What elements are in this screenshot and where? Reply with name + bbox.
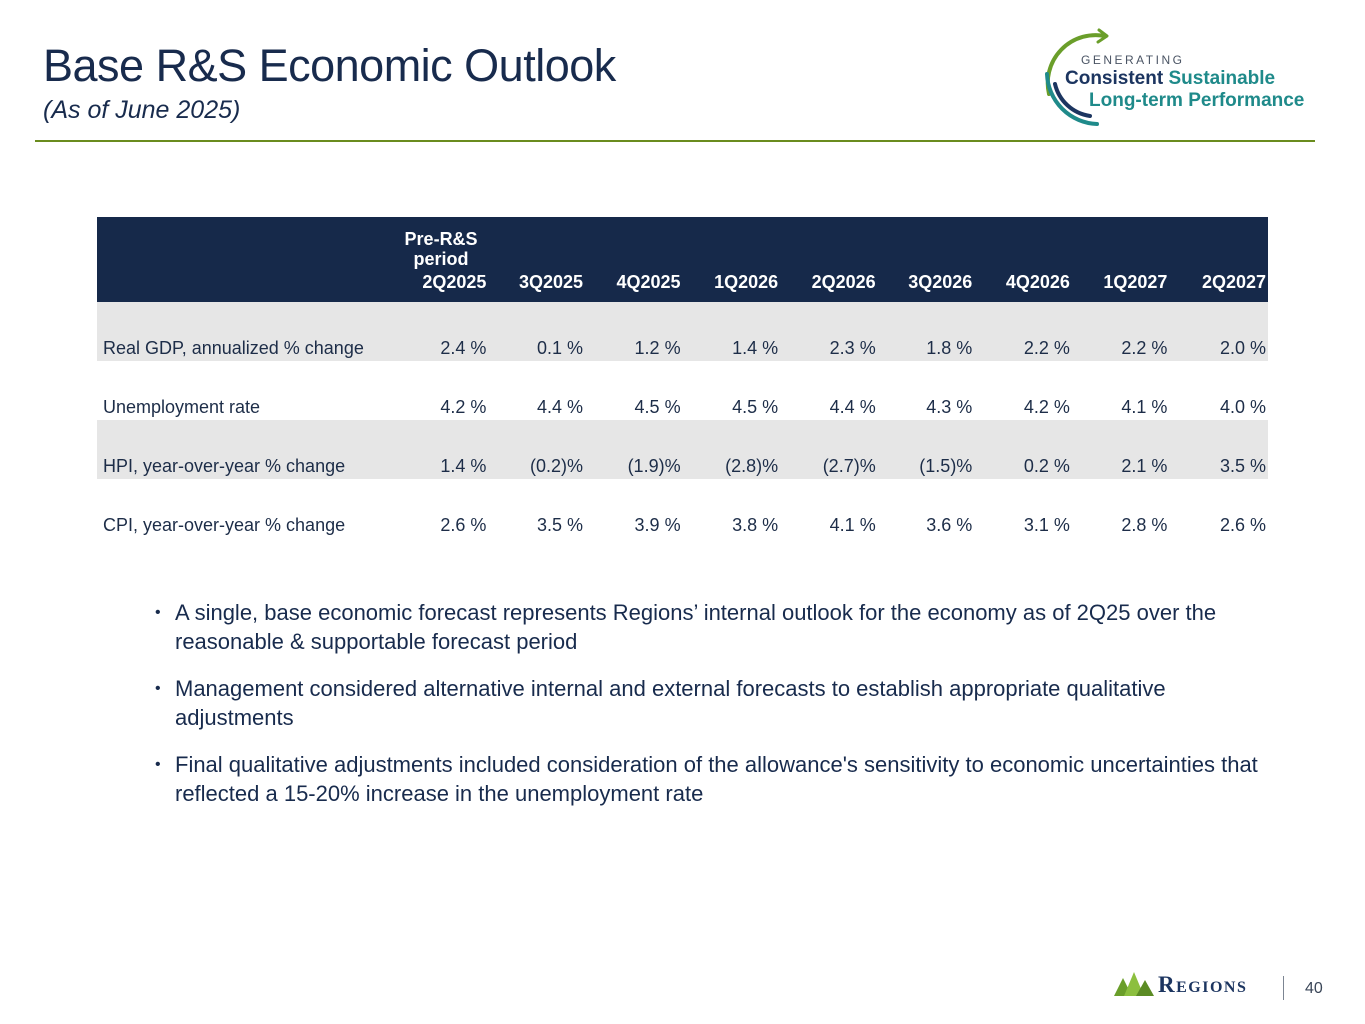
- table-cell: 4.3 %: [926, 397, 973, 417]
- row-label: CPI, year-over-year % change: [103, 515, 346, 535]
- regions-wordmark: Regions: [1158, 972, 1248, 997]
- table-header-row-periods: 2Q2025 3Q2025 4Q2025 1Q2026 2Q2026 3Q202…: [97, 269, 1268, 302]
- regions-logo: Regions: [1114, 969, 1284, 999]
- table-cell: (2.7)%: [780, 420, 878, 479]
- table-cell: 2.2 %: [1071, 302, 1170, 361]
- page-number: 40: [1305, 980, 1323, 997]
- table-cell: (2.8)%: [682, 420, 781, 479]
- table-cell: 4.0 %: [1219, 397, 1266, 417]
- table-cell: 1.8 %: [877, 302, 975, 361]
- table-cell: 4.1 %: [829, 515, 876, 535]
- regions-triangles-icon: [1114, 972, 1154, 996]
- header-blank-cell: [97, 217, 394, 269]
- table-row-real-gdp: Real GDP, annualized % change 2.4 % 0.1 …: [97, 302, 1268, 361]
- note-item: Management considered alternative intern…: [155, 674, 1265, 732]
- tagline-line-1: Consistent Sustainable: [1065, 68, 1275, 90]
- header-divider: [35, 140, 1315, 142]
- tagline-sustainable: Sustainable: [1168, 68, 1276, 89]
- table-cell: 3.5 %: [1169, 420, 1268, 479]
- table-cell: 4.2 %: [1023, 397, 1070, 417]
- column-header: 2Q2027: [1169, 269, 1268, 302]
- table-cell: 3.8 %: [732, 515, 779, 535]
- table-cell: 3.5 %: [536, 515, 584, 535]
- table-cell: 2.8 %: [1121, 515, 1168, 535]
- column-header: 4Q2026: [974, 269, 1072, 302]
- table-cell: 2.4 %: [393, 302, 489, 361]
- table-cell: 2.6 %: [440, 515, 487, 535]
- tagline-logo: GENERATING Consistent Sustainable Long-t…: [1035, 24, 1325, 134]
- table-cell: 2.1 %: [1071, 420, 1170, 479]
- table-cell: (1.9)%: [585, 420, 683, 479]
- table-cell: 3.1 %: [1023, 515, 1070, 535]
- table-cell: 2.2 %: [974, 302, 1072, 361]
- column-header: 2Q2025: [393, 269, 489, 302]
- table-row-unemployment: Unemployment rate 4.2 % 4.4 % 4.5 % 4.5 …: [97, 361, 1268, 420]
- table-row-cpi: CPI, year-over-year % change 2.6 % 3.5 %…: [97, 479, 1268, 538]
- page-title: Base R&S Economic Outlook: [43, 40, 616, 91]
- tagline-arc-icon: [1045, 28, 1109, 126]
- table-cell: 0.2 %: [974, 420, 1072, 479]
- table-cell: 2.6 %: [1219, 515, 1266, 535]
- page-subtitle: (As of June 2025): [43, 96, 241, 124]
- table-cell: 3.6 %: [926, 515, 973, 535]
- note-item: Final qualitative adjustments included c…: [155, 750, 1265, 808]
- table-cell: 2.0 %: [1169, 302, 1268, 361]
- row-label: HPI, year-over-year % change: [97, 420, 394, 479]
- note-item: A single, base economic forecast represe…: [155, 598, 1265, 656]
- column-header: 3Q2026: [877, 269, 975, 302]
- table-cell: 0.1 %: [488, 302, 586, 361]
- table-cell: 3.9 %: [634, 515, 681, 535]
- tagline-consistent: Consistent: [1065, 68, 1164, 89]
- table-cell: 4.1 %: [1121, 397, 1168, 417]
- table-cell: 4.5 %: [634, 397, 681, 417]
- table-cell: 4.5 %: [732, 397, 779, 417]
- pre-rs-period-label: Pre-R&S period: [393, 217, 489, 269]
- tagline-generating: GENERATING: [1081, 53, 1185, 67]
- notes-list: A single, base economic forecast represe…: [155, 598, 1265, 826]
- table-cell: (0.2)%: [488, 420, 586, 479]
- column-header: 1Q2027: [1071, 269, 1170, 302]
- table-cell: 4.4 %: [536, 397, 584, 417]
- table-cell: 1.2 %: [585, 302, 683, 361]
- row-label: Unemployment rate: [103, 397, 261, 417]
- table-cell: 2.3 %: [780, 302, 878, 361]
- table-cell: (1.5)%: [877, 420, 975, 479]
- column-header: 4Q2025: [585, 269, 683, 302]
- column-header: 2Q2026: [780, 269, 878, 302]
- tagline-longterm: Long-term Performance: [1089, 90, 1305, 111]
- table-row-hpi: HPI, year-over-year % change 1.4 % (0.2)…: [97, 420, 1268, 479]
- column-header: 1Q2026: [682, 269, 781, 302]
- column-header: 3Q2025: [488, 269, 586, 302]
- table-cell: 4.2 %: [440, 397, 487, 417]
- table-cell: 4.4 %: [829, 397, 876, 417]
- table-header-row-top: Pre-R&S period: [97, 217, 1268, 269]
- table-cell: 1.4 %: [393, 420, 489, 479]
- footer-divider: [1283, 976, 1284, 1000]
- economic-outlook-table: Pre-R&S period 2Q2025 3Q2025 4Q2025 1Q20…: [97, 217, 1268, 538]
- table-cell: 1.4 %: [682, 302, 781, 361]
- row-label: Real GDP, annualized % change: [97, 302, 394, 361]
